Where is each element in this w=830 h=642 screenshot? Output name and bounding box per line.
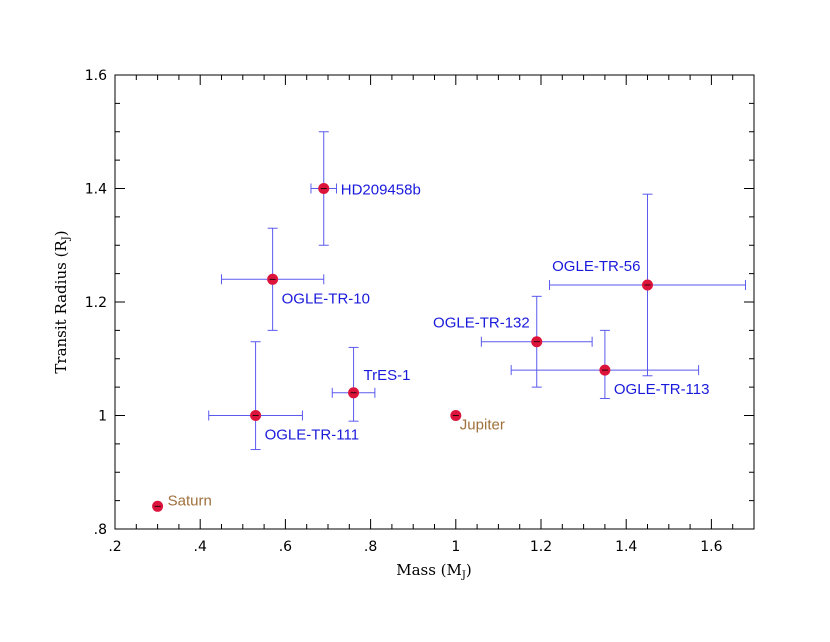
y-tick-label: 1.6 bbox=[85, 68, 107, 84]
x-tick-label: .8 bbox=[364, 539, 377, 555]
data-points bbox=[152, 183, 653, 512]
x-tick-label: 1.4 bbox=[615, 539, 637, 555]
label-ogle-tr-132: OGLE-TR-132 bbox=[433, 315, 530, 332]
y-tick-label: 1 bbox=[98, 409, 107, 425]
label-tres-1: TrES-1 bbox=[364, 367, 411, 384]
y-tick-label: .8 bbox=[94, 522, 107, 538]
y-axis-title: Transit Radius (RJ) bbox=[52, 230, 72, 373]
x-axis: .2 .4 .6 .8 1 1.2 1.4 1.6 bbox=[108, 75, 755, 555]
x-tick-label: .6 bbox=[279, 539, 292, 555]
point-labels: HD209458b OGLE-TR-10 OGLE-TR-56 OGLE-TR-132… bbox=[168, 182, 710, 510]
y-axis: .8 1 1.2 1.4 1.6 bbox=[85, 68, 754, 538]
x-tick-label: 1 bbox=[451, 539, 460, 555]
x-axis-title: Mass (MJ) bbox=[396, 561, 472, 581]
label-jupiter: Jupiter bbox=[460, 417, 505, 434]
x-tick-label: .2 bbox=[108, 539, 121, 555]
x-tick-label: .4 bbox=[194, 539, 207, 555]
label-saturn: Saturn bbox=[168, 492, 212, 509]
label-ogle-tr-10: OGLE-TR-10 bbox=[282, 290, 370, 307]
y-tick-label: 1.4 bbox=[85, 182, 107, 198]
label-ogle-tr-113: OGLE-TR-113 bbox=[614, 381, 710, 398]
x-tick-label: 1.6 bbox=[700, 539, 722, 555]
label-ogle-tr-56: OGLE-TR-56 bbox=[552, 258, 640, 275]
label-hd209458b: HD209458b bbox=[341, 182, 421, 199]
label-ogle-tr-111: OGLE-TR-111 bbox=[265, 427, 359, 444]
y-tick-label: 1.2 bbox=[85, 295, 107, 311]
x-tick-label: 1.2 bbox=[530, 539, 552, 555]
plot-frame bbox=[114, 74, 755, 530]
